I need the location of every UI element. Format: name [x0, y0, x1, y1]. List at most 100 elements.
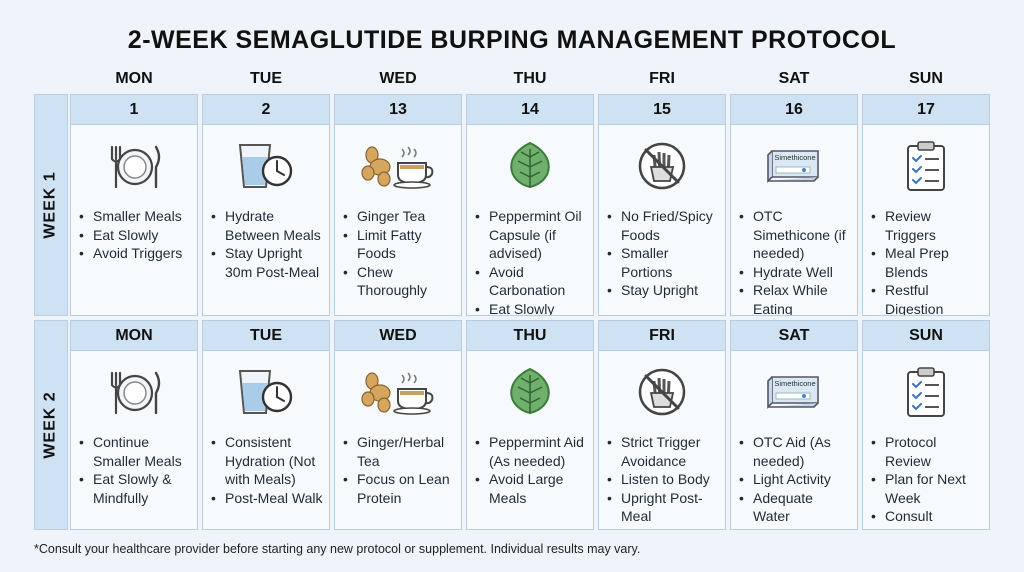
tip-item: Avoid Large Meals: [475, 470, 589, 507]
cell-header: 15: [599, 95, 725, 125]
tip-item: Peppermint Oil Capsule (if advised): [475, 207, 589, 263]
simethicone-box-icon: Simethicone: [731, 125, 857, 207]
cell-header: 14: [467, 95, 593, 125]
cell-header: 13: [335, 95, 461, 125]
clipboard-checklist-icon: [863, 125, 989, 207]
ginger-tea-icon: [335, 125, 461, 207]
plate-fork-knife-icon: [71, 125, 197, 207]
no-fries-icon: [599, 351, 725, 433]
tip-item: Hydrate Between Meals: [211, 207, 325, 244]
cell-header: FRI: [599, 321, 725, 351]
tip-item: Adequate Water: [739, 489, 853, 526]
cell-header: TUE: [203, 321, 329, 351]
plate-fork-knife-icon: [71, 351, 197, 433]
peppermint-leaf-icon: [467, 351, 593, 433]
tip-list: Consistent Hydration (Not with Meals)Pos…: [203, 433, 329, 507]
week-1-mon-cell: 1 Smaller MealsEat SlowlyAvoid Triggers: [70, 94, 198, 316]
tip-item: Protocol Review: [871, 433, 985, 470]
tip-list: OTC Aid (As needed)Light ActivityAdequat…: [731, 433, 857, 526]
week-2-wed-cell: WED Ginger/Herbal TeaFocus on Lean Protei…: [334, 320, 462, 530]
tip-list: Review TriggersMeal Prep BlendsRestful D…: [863, 207, 989, 315]
week-1-label: WEEK 1: [34, 94, 68, 316]
tip-item: Relax While Eating: [739, 281, 853, 315]
tip-item: Continue Smaller Meals: [79, 433, 193, 470]
tip-item: Review Triggers: [871, 207, 985, 244]
tip-item: Eat Slowly & Mindfully: [79, 470, 193, 507]
week-2-tue-cell: TUE Consistent Hydration (Not with Meals)…: [202, 320, 330, 530]
water-glass-clock-icon: [203, 125, 329, 207]
week-1-wed-cell: 13 Ginger TeaLimit Fatty FoodsChew Thorou…: [334, 94, 462, 316]
tip-item: OTC Simethicone (if needed): [739, 207, 853, 263]
tip-item: Strict Trigger Avoidance: [607, 433, 721, 470]
tip-item: Avoid Carbonation: [475, 263, 589, 300]
water-glass-clock-icon: [203, 351, 329, 433]
tip-item: Chew Thoroughly: [343, 263, 457, 300]
tip-item: Consistent Hydration (Not with Meals): [211, 433, 325, 489]
cell-header: 2: [203, 95, 329, 125]
simethicone-box-label: Simethicone: [774, 153, 815, 162]
simethicone-box-icon: Simethicone: [731, 351, 857, 433]
tip-item: Restful Digestion: [871, 281, 985, 315]
peppermint-leaf-icon: [467, 125, 593, 207]
tip-item: OTC Aid (As needed): [739, 433, 853, 470]
clipboard-checklist-icon: [863, 351, 989, 433]
tip-list: Peppermint Aid (As needed)Avoid Large Me…: [467, 433, 593, 507]
tip-list: Peppermint Oil Capsule (if advised)Avoid…: [467, 207, 593, 316]
cell-header: SAT: [731, 321, 857, 351]
tip-item: Ginger Tea: [343, 207, 457, 226]
tip-item: Peppermint Aid (As needed): [475, 433, 589, 470]
week-2-mon-cell: MON Continue Smaller MealsEat Slowly & Mi…: [70, 320, 198, 530]
week-1-fri-cell: 15 No Fried/Spicy FoodsSmaller PortionsSt…: [598, 94, 726, 316]
week-2-sun-cell: SUN Protocol ReviewPlan for Next WeekCons…: [862, 320, 990, 530]
tip-item: No Fried/Spicy Foods: [607, 207, 721, 244]
day-header-sat: SAT: [778, 70, 810, 87]
day-header-fri: FRI: [649, 70, 675, 87]
tip-item: Stay Upright 30m Post-Meal: [211, 244, 325, 281]
week-2-sat-cell: SAT Simethicone OTC Aid (As needed)Light A…: [730, 320, 858, 530]
tip-item: Eat Slowly: [475, 300, 589, 316]
tip-item: Upright Post-Meal: [607, 489, 721, 526]
cell-header: 16: [731, 95, 857, 125]
tip-item: Eat Slowly: [79, 226, 193, 245]
week-2-label: WEEK 2: [34, 320, 68, 530]
week-1-sun-cell: 17 Review TriggersMeal Prep BlendsRestful…: [862, 94, 990, 316]
tip-list: Ginger/Herbal TeaFocus on Lean Protein: [335, 433, 461, 507]
tip-item: Avoid Triggers: [79, 244, 193, 263]
day-header-tue: TUE: [250, 70, 282, 87]
week-2-row: MON Continue Smaller MealsEat Slowly & Mi…: [70, 320, 990, 530]
tip-list: Strict Trigger AvoidanceListen to BodyUp…: [599, 433, 725, 526]
cell-header: 17: [863, 95, 989, 125]
ginger-tea-icon: [335, 351, 461, 433]
tip-item: Meal Prep Blends: [871, 244, 985, 281]
tip-item: Limit Fatty Foods: [343, 226, 457, 263]
week-2-thu-cell: THU Peppermint Aid (As needed)Avoid Large…: [466, 320, 594, 530]
cell-header: THU: [467, 321, 593, 351]
tip-list: No Fried/Spicy FoodsSmaller PortionsStay…: [599, 207, 725, 300]
tip-list: Hydrate Between MealsStay Upright 30m Po…: [203, 207, 329, 281]
tip-item: Post-Meal Walk: [211, 489, 325, 508]
tip-list: OTC Simethicone (if needed)Hydrate WellR…: [731, 207, 857, 315]
week-1-sat-cell: 16 Simethicone OTC Simethicone (if needed)…: [730, 94, 858, 316]
page-title: 2-WEEK SEMAGLUTIDE BURPING MANAGEMENT PR…: [127, 26, 897, 54]
day-header-sun: SUN: [909, 70, 943, 87]
tip-item: Listen to Body: [607, 470, 721, 489]
no-fries-icon: [599, 125, 725, 207]
cell-header: 1: [71, 95, 197, 125]
tip-item: Smaller Meals: [79, 207, 193, 226]
tip-list: Smaller MealsEat SlowlyAvoid Triggers: [71, 207, 197, 263]
tip-item: Plan for Next Week: [871, 470, 985, 507]
disclaimer-footnote: *Consult your healthcare provider before…: [34, 542, 641, 556]
cell-header: WED: [335, 321, 461, 351]
week-1-row: 1Smaller MealsEat SlowlyAvoid Triggers2H…: [70, 94, 990, 316]
tip-item: Smaller Portions: [607, 244, 721, 281]
tip-list: Protocol ReviewPlan for Next WeekConsult…: [863, 433, 989, 529]
day-header-wed: WED: [379, 70, 417, 87]
tip-list: Ginger TeaLimit Fatty FoodsChew Thorough…: [335, 207, 461, 300]
tip-item: Light Activity: [739, 470, 853, 489]
day-header-row: MON TUE WED THU FRI SAT SUN: [70, 70, 990, 88]
tip-item: Consult Provider if Persistent: [871, 507, 985, 529]
tip-item: Focus on Lean Protein: [343, 470, 457, 507]
simethicone-box-label: Simethicone: [774, 379, 815, 388]
tip-item: Hydrate Well: [739, 263, 853, 282]
day-header-thu: THU: [513, 70, 547, 87]
